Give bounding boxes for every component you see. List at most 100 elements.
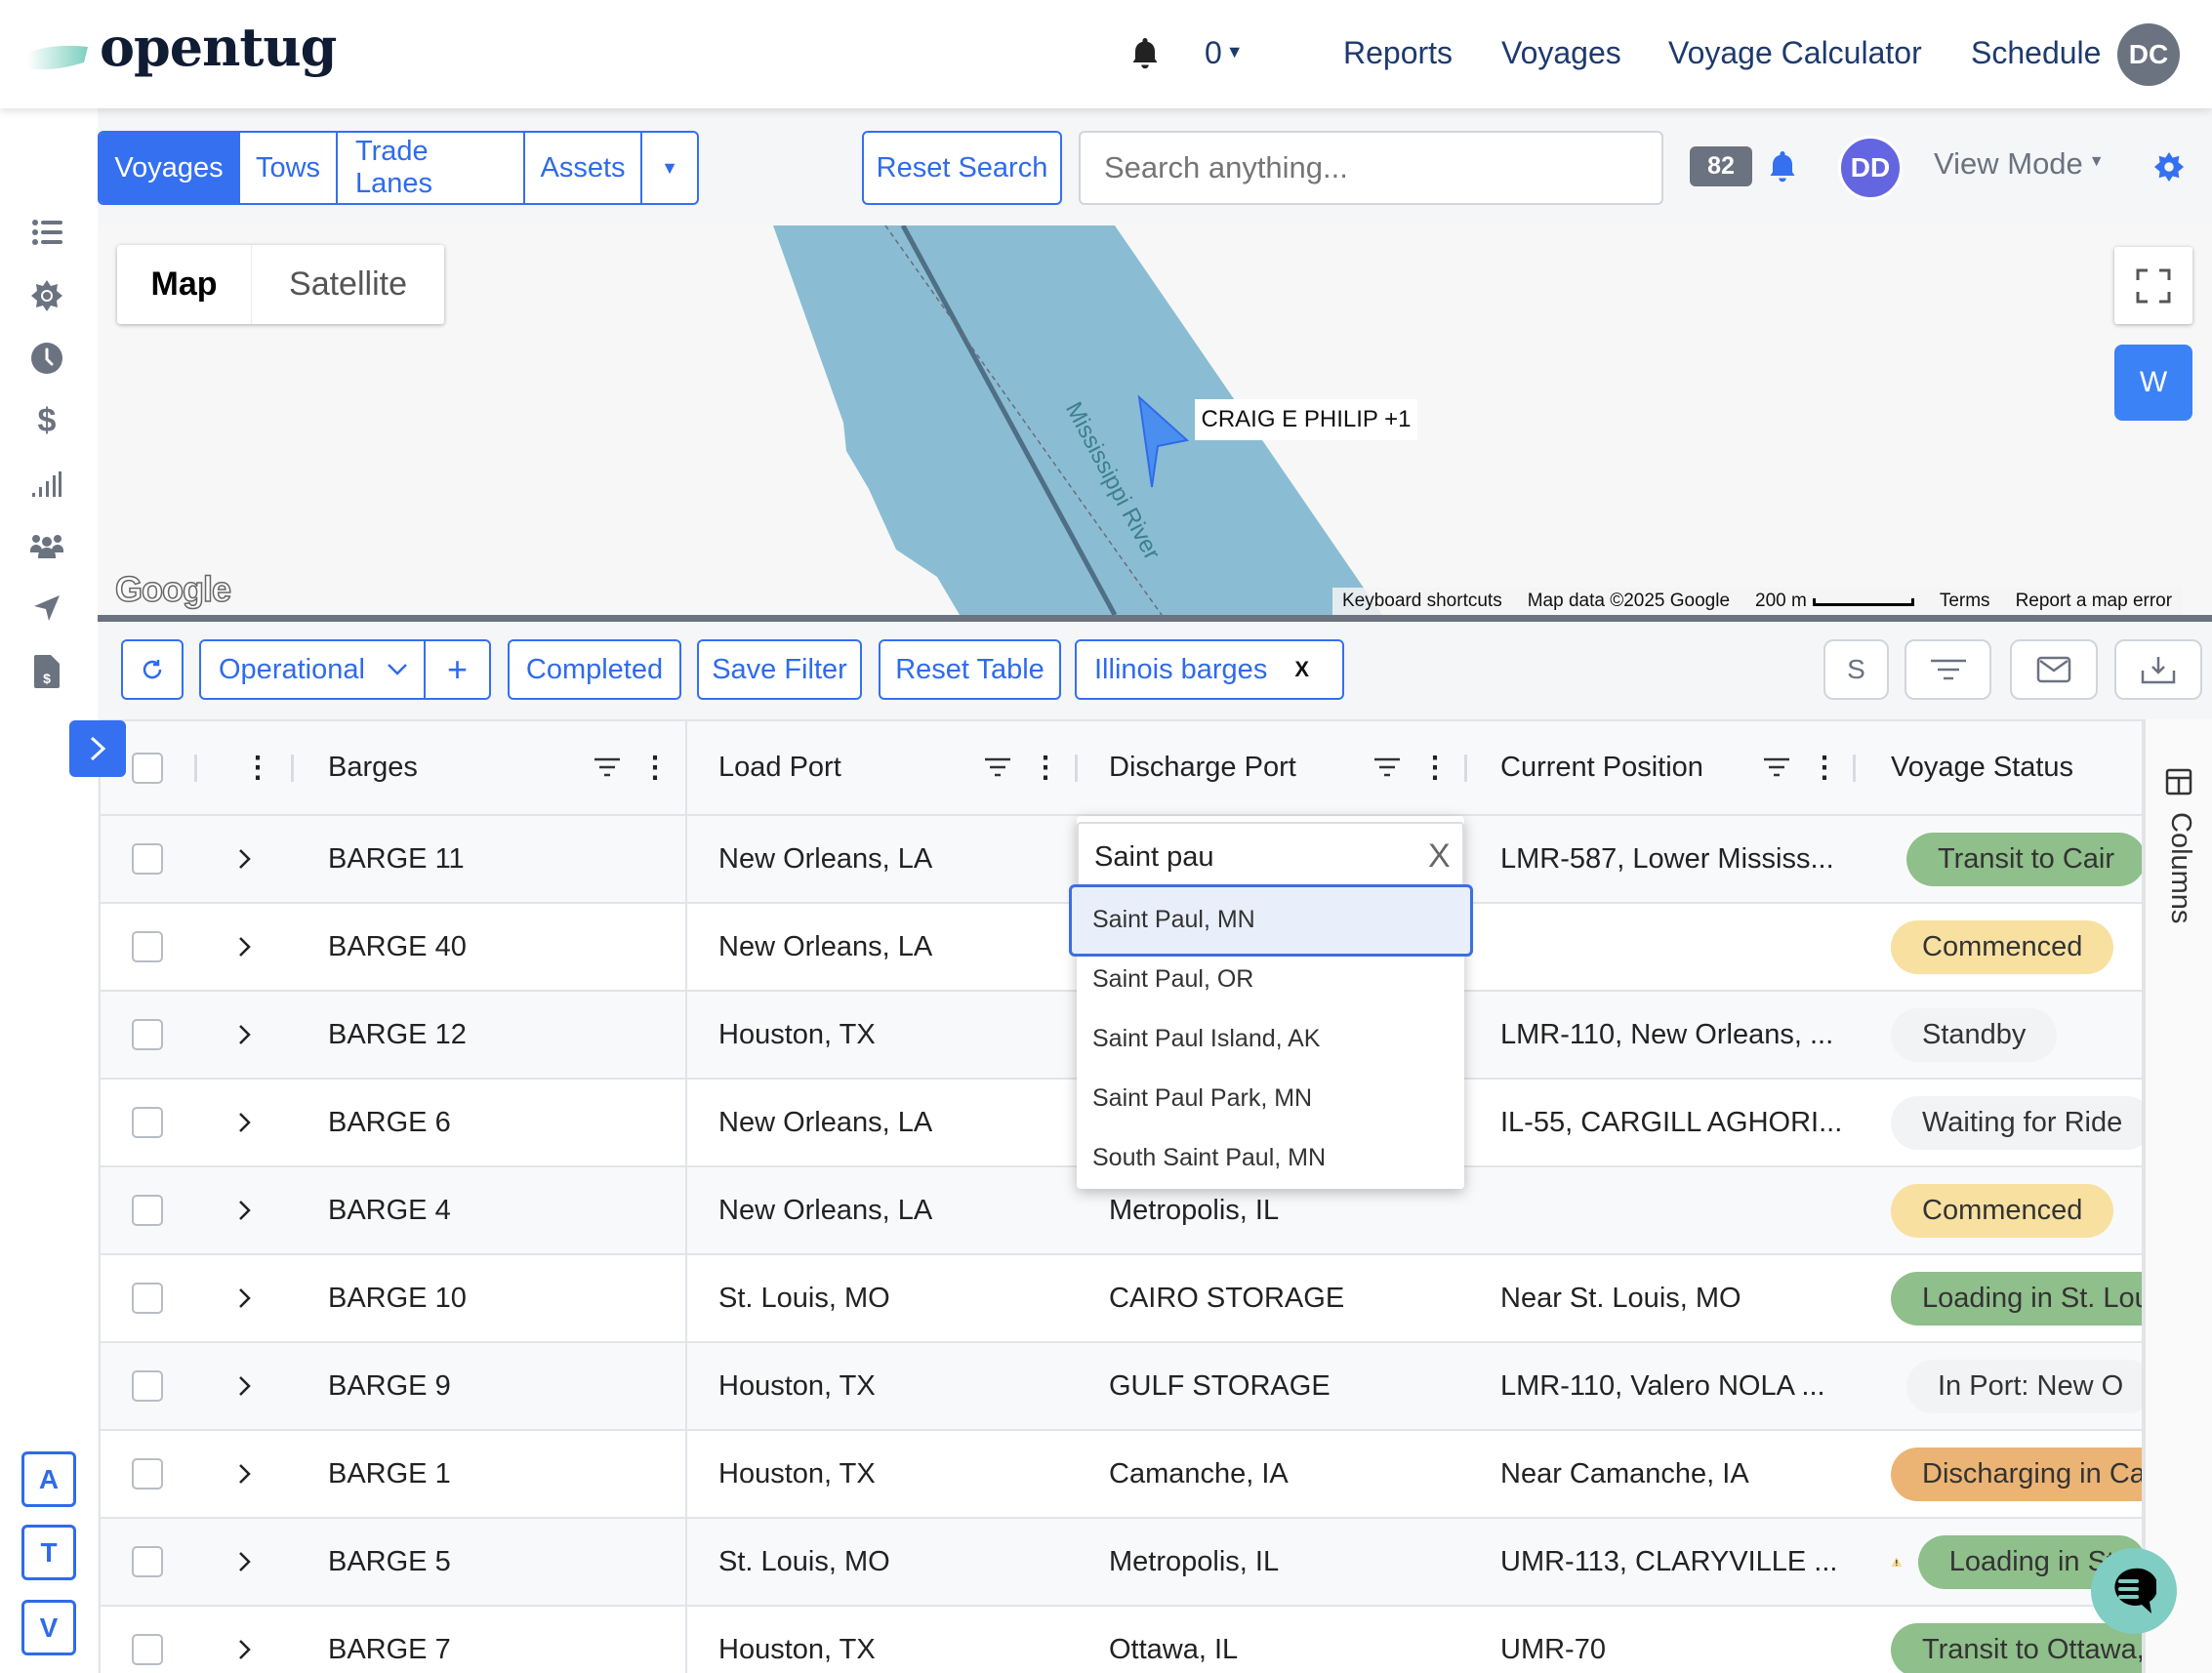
- expand-row-button[interactable]: [237, 992, 253, 1078]
- download-button[interactable]: [2114, 639, 2202, 700]
- nav-reports[interactable]: Reports: [1343, 35, 1454, 70]
- users-icon[interactable]: [29, 528, 64, 563]
- expand-row-button[interactable]: [237, 816, 253, 902]
- column-menu-icon[interactable]: ⋮: [1031, 752, 1060, 784]
- barge-name[interactable]: BARGE 10: [328, 1282, 467, 1314]
- alerts-count-badge[interactable]: 82: [1690, 146, 1752, 186]
- table-row[interactable]: BARGE 40 New Orleans, LA Commenced: [101, 902, 2142, 990]
- table-row[interactable]: BARGE 9 Houston, TX GULF STORAGE LMR-110…: [101, 1341, 2142, 1429]
- w-button[interactable]: W: [2114, 345, 2192, 421]
- chat-button[interactable]: [2091, 1548, 2177, 1634]
- save-filter-button[interactable]: Save Filter: [697, 639, 862, 700]
- column-filter-icon[interactable]: [594, 756, 621, 778]
- expand-panel-button[interactable]: [69, 720, 126, 777]
- view-mode-dropdown[interactable]: View Mode ▼: [1934, 146, 2105, 182]
- vessel-label[interactable]: CRAIG E PHILIP +1: [1195, 399, 1417, 440]
- expand-row-button[interactable]: [237, 1519, 253, 1605]
- navigation-arrow-icon[interactable]: [29, 591, 64, 626]
- row-checkbox[interactable]: [132, 1458, 163, 1489]
- row-checkbox[interactable]: [132, 1107, 163, 1138]
- discharge-port[interactable]: Camanche, IA: [1109, 1457, 1289, 1489]
- refresh-button[interactable]: [121, 639, 184, 700]
- discharge-port[interactable]: CAIRO STORAGE: [1109, 1282, 1345, 1314]
- nav-schedule[interactable]: Schedule: [1971, 35, 2102, 70]
- bell-icon[interactable]: [1130, 35, 1160, 70]
- tabs-more-caret-icon[interactable]: ▼: [661, 157, 678, 178]
- filter-button[interactable]: [1905, 639, 1991, 700]
- terms-link[interactable]: Terms: [1939, 591, 1990, 611]
- user-avatar[interactable]: DC: [2117, 23, 2180, 86]
- autocomplete-input[interactable]: Saint pau X: [1077, 822, 1464, 888]
- currency-toggle-button[interactable]: S: [1823, 639, 1889, 700]
- notification-count-dropdown[interactable]: 0 ▼: [1205, 35, 1244, 71]
- nav-voyage-calculator[interactable]: Voyage Calculator: [1668, 35, 1922, 70]
- fullscreen-button[interactable]: [2114, 247, 2192, 324]
- table-row[interactable]: BARGE 5 St. Louis, MO Metropolis, IL UMR…: [101, 1517, 2142, 1605]
- autocomplete-option[interactable]: Saint Paul, MN: [1092, 906, 1255, 933]
- barge-name[interactable]: BARGE 1: [328, 1457, 451, 1489]
- row-actions-menu-icon[interactable]: ⋮: [243, 752, 272, 784]
- expand-row-button[interactable]: [237, 1431, 253, 1517]
- search-input[interactable]: [1079, 131, 1663, 205]
- tab-assets[interactable]: Assets: [525, 133, 642, 203]
- expand-row-button[interactable]: [237, 1080, 253, 1165]
- table-row[interactable]: BARGE 1 Houston, TX Camanche, IA Near Ca…: [101, 1429, 2142, 1517]
- autocomplete-option[interactable]: Saint Paul Park, MN: [1092, 1084, 1313, 1112]
- row-checkbox[interactable]: [132, 1195, 163, 1226]
- expand-row-button[interactable]: [237, 1607, 253, 1673]
- chip-close-button[interactable]: X: [1294, 657, 1310, 681]
- column-filter-icon[interactable]: [1763, 756, 1790, 778]
- invoice-icon[interactable]: $: [29, 654, 64, 689]
- autocomplete-option[interactable]: Saint Paul Island, AK: [1092, 1025, 1321, 1052]
- tab-trade-lanes[interactable]: Trade Lanes: [338, 133, 525, 203]
- autocomplete-option[interactable]: South Saint Paul, MN: [1092, 1144, 1327, 1171]
- barge-name[interactable]: BARGE 6: [328, 1106, 451, 1138]
- discharge-port[interactable]: Metropolis, IL: [1109, 1194, 1280, 1226]
- completed-button[interactable]: Completed: [508, 639, 681, 700]
- quick-v-button[interactable]: V: [21, 1600, 76, 1655]
- column-menu-icon[interactable]: ⋮: [1810, 752, 1839, 784]
- barge-name[interactable]: BARGE 4: [328, 1194, 451, 1226]
- tab-tows[interactable]: Tows: [240, 133, 338, 203]
- gear-icon[interactable]: [29, 278, 64, 313]
- operational-dropdown[interactable]: Operational: [199, 639, 426, 700]
- row-checkbox[interactable]: [132, 1283, 163, 1314]
- quick-a-button[interactable]: A: [21, 1451, 76, 1507]
- column-filter-icon[interactable]: [1373, 756, 1401, 778]
- column-filter-icon[interactable]: [984, 756, 1011, 778]
- row-checkbox[interactable]: [132, 1019, 163, 1050]
- expand-row-button[interactable]: [237, 1167, 253, 1253]
- barge-name[interactable]: BARGE 5: [328, 1545, 451, 1577]
- reset-table-button[interactable]: Reset Table: [879, 639, 1061, 700]
- column-header-voyage-status[interactable]: Voyage Status: [1891, 752, 2074, 783]
- barge-name[interactable]: BARGE 7: [328, 1633, 451, 1665]
- barge-name[interactable]: BARGE 12: [328, 1018, 467, 1050]
- alerts-bell-icon[interactable]: [1768, 148, 1797, 184]
- select-all-checkbox[interactable]: [132, 752, 163, 784]
- discharge-port[interactable]: Metropolis, IL: [1109, 1545, 1280, 1577]
- barge-name[interactable]: BARGE 11: [328, 842, 465, 875]
- row-checkbox[interactable]: [132, 1546, 163, 1577]
- column-header-current-position[interactable]: Current Position: [1500, 752, 1703, 783]
- list-icon[interactable]: [29, 215, 64, 250]
- discharge-port[interactable]: Ottawa, IL: [1109, 1633, 1239, 1665]
- expand-row-button[interactable]: [237, 1343, 253, 1429]
- clear-input-button[interactable]: X: [1428, 837, 1451, 875]
- reset-search-button[interactable]: Reset Search: [862, 131, 1062, 205]
- column-header-barges[interactable]: Barges: [328, 752, 418, 783]
- add-filter-button[interactable]: +: [424, 639, 491, 700]
- map-type-satellite-button[interactable]: Satellite: [289, 265, 407, 303]
- column-menu-icon[interactable]: ⋮: [640, 752, 670, 784]
- autocomplete-option[interactable]: Saint Paul, OR: [1092, 965, 1254, 993]
- signal-bars-icon[interactable]: [29, 467, 64, 502]
- columns-panel-toggle[interactable]: Columns: [2144, 719, 2212, 1673]
- map-type-map-button[interactable]: Map: [117, 245, 252, 324]
- expand-row-button[interactable]: [237, 904, 253, 990]
- map-view[interactable]: Mississippi River CRAIG E PHILIP +1 Map …: [98, 225, 2212, 615]
- row-checkbox[interactable]: [132, 931, 163, 962]
- map-resize-handle[interactable]: [98, 615, 2212, 622]
- row-checkbox[interactable]: [132, 1634, 163, 1665]
- table-row[interactable]: BARGE 7 Houston, TX Ottawa, IL UMR-70 Tr…: [101, 1605, 2142, 1673]
- dollar-icon[interactable]: $: [37, 401, 57, 439]
- discharge-port[interactable]: GULF STORAGE: [1109, 1369, 1331, 1402]
